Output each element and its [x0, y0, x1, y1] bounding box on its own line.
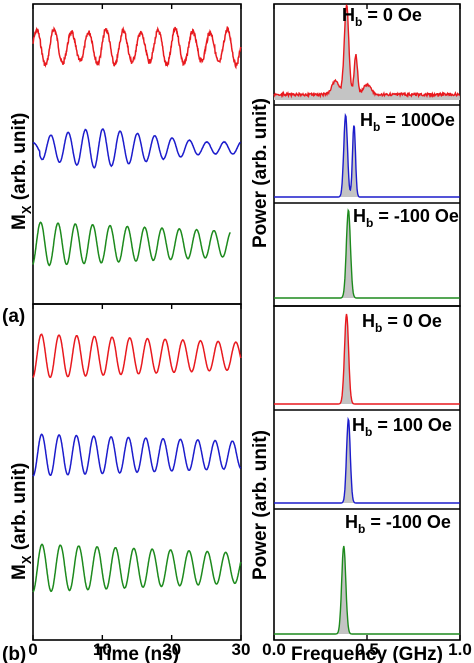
left-ylabel-bottom: MX (arb. unit): [9, 463, 34, 580]
time-tick-label: 10: [93, 640, 112, 659]
hb-label-a-blue: Hb = 100Oe: [360, 110, 455, 134]
spectrum-a-green-line: [274, 208, 460, 299]
panel-label-b: (b): [2, 644, 26, 663]
spectrum-b-red-line: [274, 313, 460, 405]
time-trace-b-green: [32, 543, 242, 593]
panel-label-a: (a): [2, 306, 25, 327]
hb-label-a-green: Hb = -100 Oe: [353, 206, 459, 230]
time-trace-a-blue: [32, 128, 241, 169]
right-ylabel-top: Power (arb. unit): [250, 98, 271, 248]
time-trace-a-green: [32, 221, 231, 267]
curve-layer: [32, 4, 461, 635]
time-tick-label: 0: [28, 640, 37, 659]
freq-tick-label: 0.0: [262, 640, 286, 659]
right-bottom-frame: [273, 305, 461, 641]
time-trace-a-red: [32, 25, 242, 70]
spectrum-b-green-line: [274, 545, 460, 635]
time-trace-b-blue: [32, 433, 242, 477]
spectrum-a-red-line: [273, 4, 461, 99]
left-bottom-frame: [32, 303, 242, 641]
time-tick-label: 20: [162, 640, 181, 659]
hb-label-b-blue: Hb = 100 Oe: [352, 415, 452, 439]
time-trace-b-red: [32, 333, 242, 379]
hb-label-b-green: Hb = -100 Oe: [345, 512, 451, 536]
right-top-frame: [273, 3, 461, 307]
freq-tick-label: 0.5: [355, 640, 379, 659]
left-ylabel-top: MX (arb. unit): [9, 113, 34, 230]
freq-tick-label: 1.0: [448, 640, 472, 659]
spectrum-b-green-fill: [274, 546, 460, 634]
left-xlabel: Time (ns): [95, 644, 179, 663]
right-xlabel: Frequency (GHz): [291, 644, 443, 663]
spectrum-b-blue-line: [274, 416, 460, 504]
right-ylabel-bottom: Power (arb. unit): [250, 430, 271, 580]
time-tick-label: 30: [232, 640, 251, 659]
tick-layer: 0 10 20 30 0.0 0.5 1.0: [28, 4, 472, 659]
hb-label-b-red: Hb = 0 Oe: [362, 311, 442, 335]
hb-label-a-red: Hb = 0 Oe: [342, 5, 422, 29]
spectrum-a-blue-line: [274, 112, 460, 198]
